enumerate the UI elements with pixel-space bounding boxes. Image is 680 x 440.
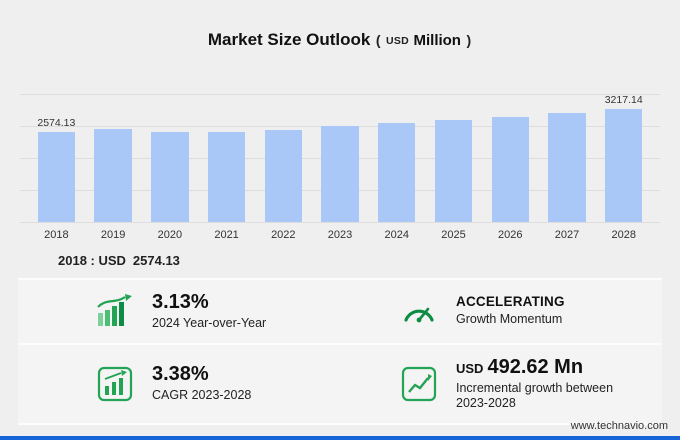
bar-growth-icon bbox=[94, 294, 136, 328]
bar-column bbox=[368, 94, 425, 222]
bar-value-label bbox=[509, 102, 512, 114]
bar bbox=[94, 129, 132, 222]
title-text: Market Size Outlook bbox=[207, 30, 371, 49]
bar bbox=[264, 130, 303, 222]
base-year-value: 2574.13 bbox=[132, 253, 180, 268]
website-link[interactable]: www.technavio.com bbox=[570, 420, 668, 432]
x-axis-tick-label: 2021 bbox=[214, 229, 239, 241]
footer-accent-bar bbox=[0, 436, 680, 440]
title-paren-close: ) bbox=[466, 32, 472, 48]
bar-value-label bbox=[452, 105, 455, 117]
title-unit: Million bbox=[413, 32, 461, 49]
title-paren-open: ( bbox=[375, 32, 381, 48]
x-axis-tick-label: 2019 bbox=[100, 229, 126, 241]
x-axis-tick-label: 2020 bbox=[157, 229, 183, 241]
title-currency: USD bbox=[385, 35, 410, 47]
bar-value-label: 3217.14 bbox=[604, 94, 643, 107]
bar-chart-plot: 2574.13 3217.14 bbox=[20, 94, 660, 223]
bar bbox=[378, 123, 416, 222]
gridline bbox=[20, 94, 660, 95]
stat-yoy: 3.13% 2024 Year-over-Year bbox=[18, 280, 340, 343]
base-year-label: 2018 : USD bbox=[58, 253, 126, 268]
bar-value-label bbox=[566, 98, 569, 110]
x-axis-tick-label: 2018 bbox=[44, 229, 69, 241]
stat-incremental: USD 492.62 Mn Incremental growth between … bbox=[340, 342, 662, 423]
bar-column bbox=[198, 94, 255, 222]
base-year-annotation: 2018 : USD 2574.13 bbox=[58, 253, 680, 268]
bar-value-label bbox=[112, 114, 115, 126]
bar-column: 3217.14 bbox=[595, 94, 652, 222]
stat-momentum: ACCELERATING Growth Momentum bbox=[340, 280, 662, 343]
bar-column bbox=[425, 94, 482, 222]
bar-value-label: 2574.13 bbox=[37, 116, 76, 129]
x-axis-tick-label: 2025 bbox=[441, 229, 466, 241]
x-axis-tick-label: 2028 bbox=[611, 229, 636, 241]
stat-caption: Incremental growth between 2023-2028 bbox=[456, 380, 614, 411]
bar-value-label bbox=[282, 115, 285, 127]
stat-value: 3.13% bbox=[152, 291, 209, 313]
bar-value-label bbox=[168, 117, 171, 129]
bar bbox=[207, 131, 246, 222]
x-axis-tick-label: 2023 bbox=[327, 229, 353, 241]
chart-box-icon bbox=[94, 366, 136, 402]
bar-column bbox=[85, 94, 142, 222]
bar-column: 2574.13 bbox=[28, 94, 85, 222]
stat-text: 3.13% 2024 Year-over-Year bbox=[152, 291, 266, 332]
stat-caption: CAGR 2023-2028 bbox=[152, 388, 252, 403]
stats-panel: 3.13% 2024 Year-over-Year ACCELERATING G… bbox=[18, 278, 662, 425]
stat-value-prefix: USD bbox=[456, 360, 484, 376]
bar bbox=[321, 126, 359, 222]
bar-value-label bbox=[339, 111, 342, 123]
stat-caption: Growth Momentum bbox=[456, 312, 563, 327]
stat-cagr: 3.38% CAGR 2023-2028 bbox=[18, 342, 340, 423]
bar bbox=[491, 116, 529, 222]
stat-value: USD 492.62 Mn bbox=[456, 356, 621, 378]
stat-value-number: 492.62 Mn bbox=[487, 355, 584, 378]
stat-text: ACCELERATING Growth Momentum bbox=[456, 293, 565, 328]
bar-column bbox=[141, 94, 198, 222]
bar bbox=[604, 109, 643, 222]
bar-column bbox=[539, 94, 596, 222]
bar-column bbox=[312, 94, 369, 222]
stat-caption: 2024 Year-over-Year bbox=[152, 316, 267, 330]
x-axis-tick-label: 2026 bbox=[498, 229, 523, 241]
bar-chart: 2574.13 3217.14 2018 2019 2020 2021 2022 2023… bbox=[20, 94, 660, 241]
x-axis-tick-label: 2022 bbox=[271, 229, 296, 241]
stat-value: ACCELERATING bbox=[456, 293, 565, 309]
bar bbox=[151, 132, 189, 222]
x-axis-tick-label: 2024 bbox=[384, 229, 410, 241]
stat-text: 3.38% CAGR 2023-2028 bbox=[152, 363, 251, 404]
stat-text: USD 492.62 Mn Incremental growth between … bbox=[456, 356, 621, 412]
x-axis-tick-label: 2027 bbox=[554, 229, 580, 241]
page-title: Market Size Outlook ( USD Million ) bbox=[0, 0, 680, 52]
bar-value-label bbox=[395, 108, 398, 120]
line-chart-box-icon bbox=[398, 366, 440, 402]
gridline bbox=[20, 222, 660, 223]
stat-value: 3.38% bbox=[152, 363, 209, 386]
bar bbox=[434, 120, 473, 222]
bar-column bbox=[482, 94, 539, 222]
bar-value-label bbox=[225, 117, 228, 129]
bar-column bbox=[255, 94, 312, 222]
gauge-icon bbox=[398, 298, 440, 324]
x-axis-labels: 2018 2019 2020 2021 2022 2023 2024 2025 2026 2027… bbox=[24, 229, 656, 241]
bar bbox=[548, 112, 586, 222]
bar bbox=[37, 131, 76, 222]
